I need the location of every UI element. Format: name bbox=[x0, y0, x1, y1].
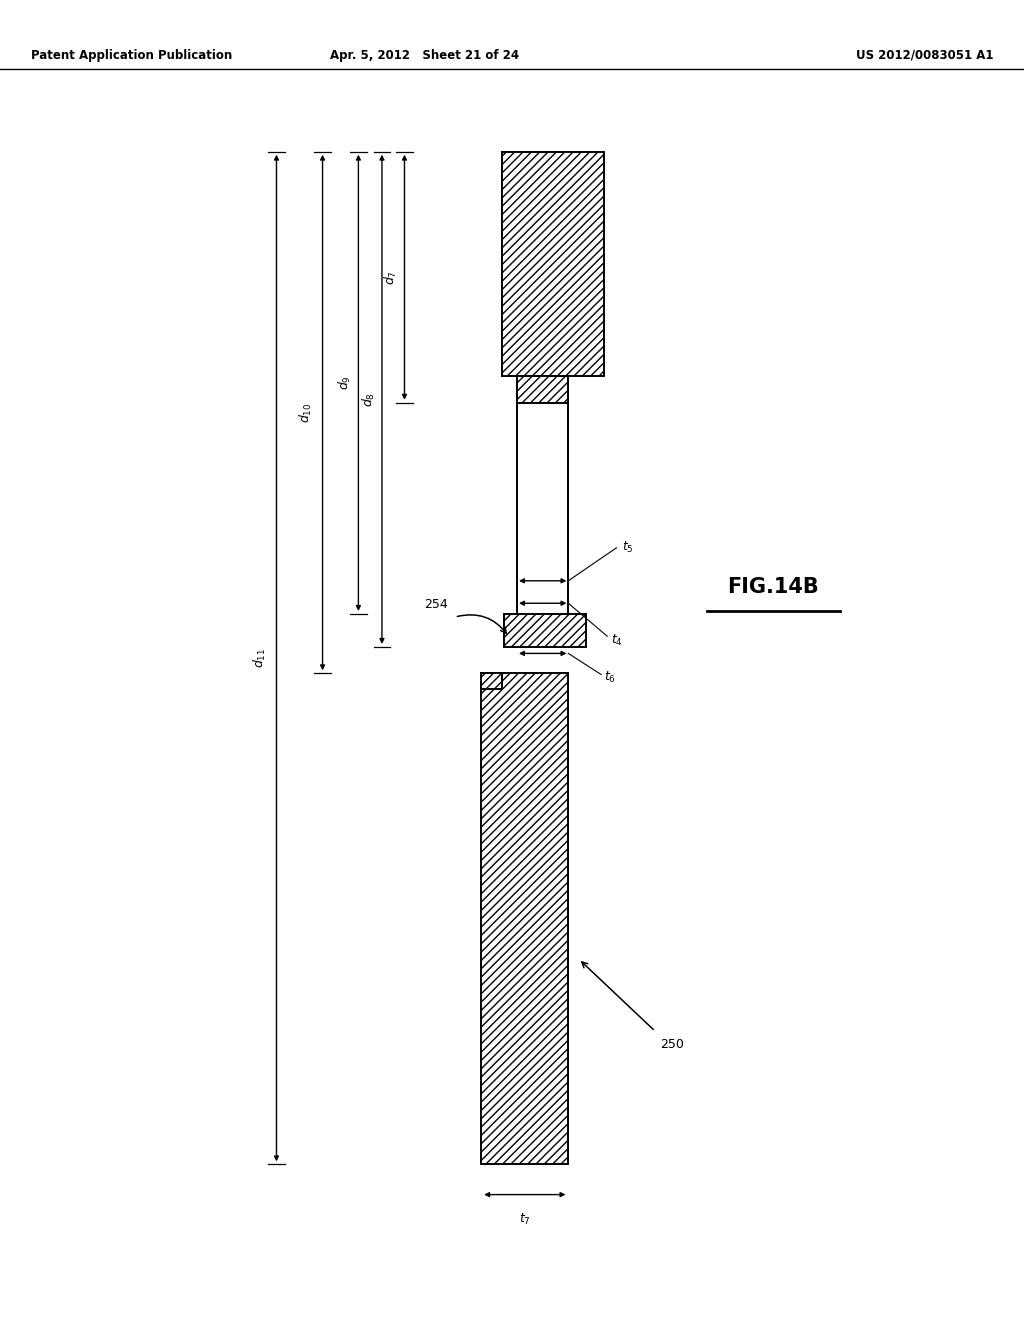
Text: $d_8$: $d_8$ bbox=[360, 392, 377, 407]
Text: $t_7$: $t_7$ bbox=[519, 1212, 530, 1226]
Text: $d_{11}$: $d_{11}$ bbox=[252, 648, 268, 668]
Text: Apr. 5, 2012   Sheet 21 of 24: Apr. 5, 2012 Sheet 21 of 24 bbox=[331, 49, 519, 62]
Text: Patent Application Publication: Patent Application Publication bbox=[31, 49, 232, 62]
Text: $d_9$: $d_9$ bbox=[337, 375, 353, 391]
Text: $d_{10}$: $d_{10}$ bbox=[298, 403, 314, 422]
Text: 254: 254 bbox=[424, 598, 447, 610]
Text: FIG.14B: FIG.14B bbox=[727, 577, 819, 598]
Text: $t_4$: $t_4$ bbox=[611, 632, 624, 648]
Bar bbox=[504, 614, 586, 647]
Text: 250: 250 bbox=[660, 1038, 684, 1051]
Text: US 2012/0083051 A1: US 2012/0083051 A1 bbox=[856, 49, 993, 62]
Bar bbox=[502, 152, 604, 376]
Text: $d_7$: $d_7$ bbox=[383, 269, 399, 285]
Text: $t_5$: $t_5$ bbox=[622, 540, 633, 556]
Bar bbox=[517, 376, 568, 403]
Text: $t_6$: $t_6$ bbox=[604, 669, 616, 685]
Bar bbox=[481, 673, 568, 1164]
